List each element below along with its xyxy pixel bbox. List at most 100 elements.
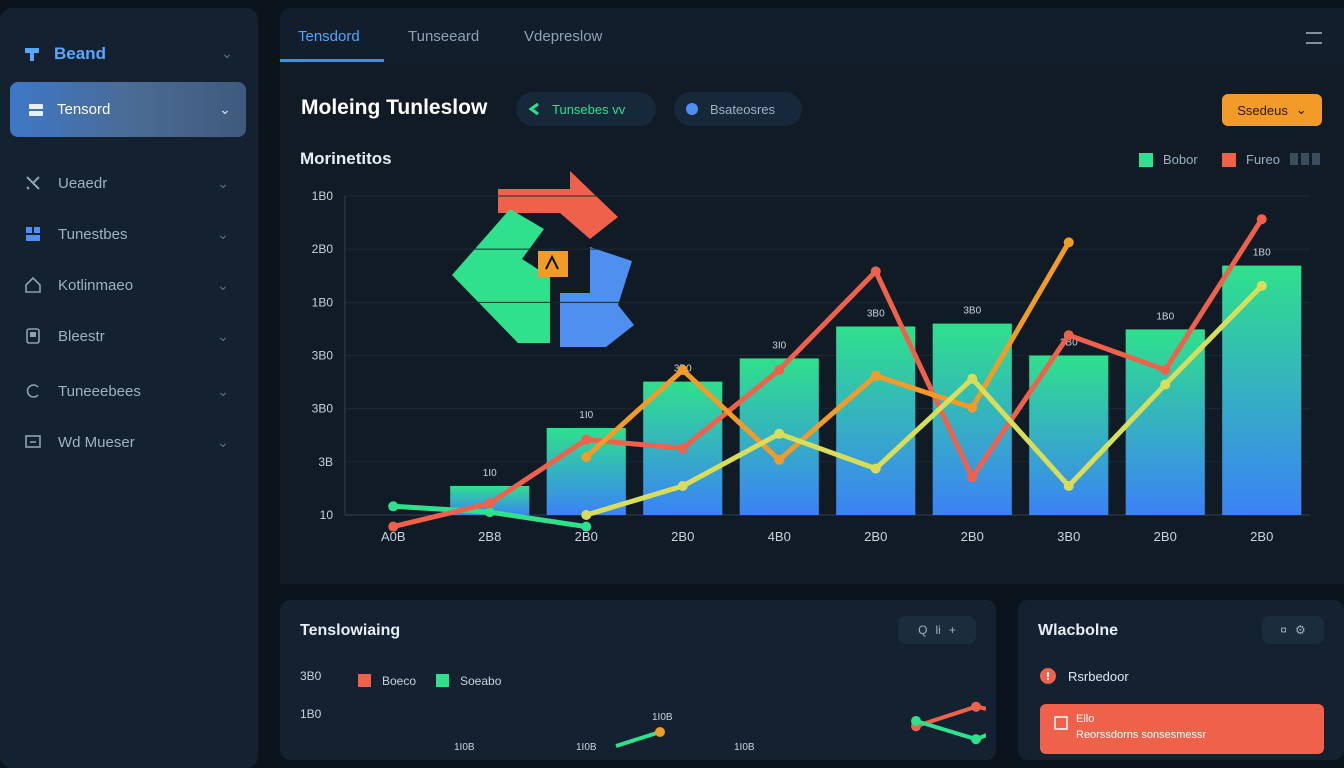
tools-icon (24, 174, 42, 192)
series-point (774, 454, 785, 465)
series-point (484, 507, 495, 518)
legend-swatch (358, 674, 371, 687)
series-point (1063, 330, 1074, 341)
x-tick-label: 2B0 (961, 529, 984, 544)
chart-title: Morinetitos (300, 149, 392, 168)
chevron-down-icon: ⌄ (1295, 102, 1307, 117)
series-point (655, 727, 665, 737)
chevron-down-icon[interactable]: ⌄ (219, 100, 231, 117)
add-icon[interactable]: + (948, 623, 956, 637)
series-point (388, 501, 399, 512)
tab-bar: Tensdord Tunseeard Vdepreslow (280, 8, 1344, 64)
x-tick-label: 2B0 (575, 529, 598, 544)
series-line (615, 730, 661, 748)
series-point (677, 443, 688, 454)
bar-data-label: 1B0 (1253, 248, 1271, 259)
panel-title: Tenslowiaing (300, 622, 401, 639)
series-point (967, 402, 978, 413)
sidebar-item-label: Ueaedr (58, 174, 108, 192)
gear-icon[interactable]: ⚙ (1294, 623, 1306, 637)
tab-3[interactable]: Vdepreslow (524, 28, 603, 45)
y-tick-label: 3B0 (312, 402, 334, 416)
filter-pill-2[interactable]: Bsateosres (674, 92, 802, 126)
sidebar-item-3[interactable]: Kotlinmaeo ⌄ (24, 270, 236, 300)
series-point (911, 716, 921, 726)
chevron-down-icon[interactable]: ⌄ (217, 382, 229, 399)
filter-pill-1[interactable]: Tunsebes vv (516, 92, 656, 126)
status-label: Rsrbedoor (1068, 668, 1129, 684)
bottom-left-panel (280, 600, 996, 760)
sidebar-item-2[interactable]: Tunestbes ⌄ (24, 219, 236, 249)
y-tick-label: 10 (320, 508, 334, 522)
filter-icon[interactable]: ¤ (1280, 623, 1287, 637)
bar-data-label: 1B0 (1156, 311, 1174, 322)
chevron-down-icon[interactable]: ⌄ (217, 327, 229, 344)
y-tick-label: 2B0 (312, 242, 334, 256)
y-tick-label: 3B0 (312, 349, 334, 363)
y-tick-label: 1B0 (312, 189, 334, 203)
sidebar-item-4[interactable]: Bleestr ⌄ (24, 321, 236, 351)
sidebar-item-1[interactable]: Ueaedr ⌄ (24, 168, 236, 198)
brand[interactable]: Beand ⌄ (22, 40, 240, 68)
brand-logo-icon (22, 44, 42, 64)
home-icon (24, 276, 42, 294)
series-line (583, 239, 1072, 463)
y-tick-label: 3B (318, 455, 333, 469)
sidebar-item-6[interactable]: Wd Mueser ⌄ (24, 427, 236, 457)
menu-icon[interactable] (1306, 32, 1322, 44)
sidebar-item-label: Bleestr (58, 327, 105, 345)
tab-2[interactable]: Tunseeard (408, 28, 480, 45)
pill-label: Tunsebes vv (552, 101, 626, 117)
list-icon (28, 102, 44, 118)
active-tab-indicator (280, 59, 384, 62)
series-line (915, 719, 986, 742)
alert-banner[interactable]: Ello Reorssdorns sonsesmessr (1040, 704, 1324, 754)
alert-dot-icon (1040, 668, 1056, 684)
series-point (581, 510, 592, 520)
chevron-down-icon[interactable]: ⌄ (217, 225, 229, 242)
page-title: Moleing Tunleslow (301, 96, 488, 119)
tab-1[interactable]: Tensdord (298, 28, 360, 45)
chevron-down-icon[interactable]: ⌄ (217, 174, 229, 191)
refresh-icon (24, 382, 42, 400)
series-point (870, 463, 881, 474)
bar-data-label: 1I0 (579, 410, 593, 421)
chevron-down-icon[interactable]: ⌄ (221, 44, 233, 61)
legend-item[interactable]: Bobor (1139, 152, 1198, 167)
series-line (390, 216, 1265, 530)
main-chart: 1B0 2B0 1B0 3B0 3B0 3B 10 1I0 1I0 3B0 3I0 3B0 3B0 3B0… (312, 189, 1310, 544)
sidebar-item-label: Wd Mueser (58, 433, 135, 451)
series-point (581, 452, 592, 462)
sidebar-item-label: Kotlinmaeo (58, 276, 134, 294)
series-point (677, 481, 688, 491)
alert-text: Reorssdorns sonsesmessr (1076, 729, 1207, 741)
series-point (870, 370, 881, 381)
action-button[interactable]: Ssedeus ⌄ (1222, 94, 1322, 126)
sidebar-item-active[interactable]: Tensord ⌄ (10, 82, 246, 137)
data-label: 1I0B (734, 742, 755, 750)
series-point (971, 734, 981, 745)
sidebar-item-5[interactable]: Tuneeebees ⌄ (24, 376, 236, 406)
x-tick-label: 2B0 (1154, 529, 1177, 544)
x-tick-label: A0B (381, 529, 406, 544)
chevron-down-icon[interactable]: ⌄ (217, 276, 229, 293)
x-tick-label: 2B0 (1250, 529, 1273, 544)
series-point (774, 428, 785, 439)
x-tick-label: 3B0 (1057, 529, 1080, 544)
series-point (1160, 365, 1171, 375)
legend-item[interactable]: Fureo (1222, 152, 1280, 167)
series-point (967, 472, 978, 483)
status-row: Rsrbedoor (1040, 668, 1129, 684)
search-icon[interactable]: Q (918, 623, 928, 637)
series-line (915, 704, 986, 729)
device-icon (24, 327, 42, 345)
grid-view-icon[interactable] (1290, 153, 1322, 165)
chevron-down-icon[interactable]: ⌄ (217, 433, 229, 450)
bar-data-label: 1I0 (483, 468, 497, 479)
alert-title: Ello (1076, 713, 1095, 725)
warning-icon (1054, 716, 1068, 730)
data-label: 1I0B (576, 742, 597, 750)
bar-icon[interactable]: li (935, 623, 941, 637)
series-point (1256, 214, 1267, 225)
sidebar-item-label: Tuneeebees (58, 382, 141, 400)
